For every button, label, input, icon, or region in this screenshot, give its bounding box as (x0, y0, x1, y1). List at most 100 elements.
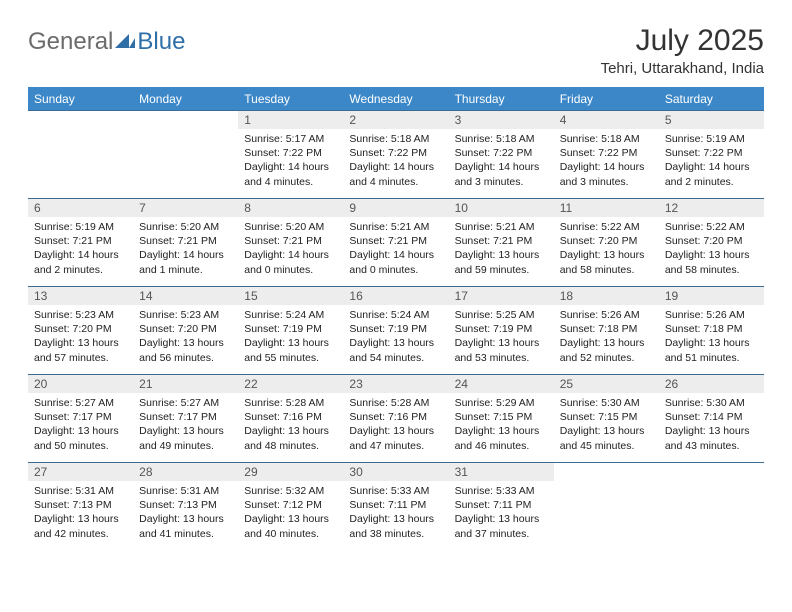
daylight-text: Daylight: 13 hours and 38 minutes. (349, 512, 442, 540)
sunrise-text: Sunrise: 5:22 AM (665, 220, 758, 234)
day-number: 7 (133, 199, 238, 217)
sunrise-text: Sunrise: 5:27 AM (139, 396, 232, 410)
sunrise-text: Sunrise: 5:31 AM (139, 484, 232, 498)
sunrise-text: Sunrise: 5:19 AM (665, 132, 758, 146)
calendar-day-cell (554, 463, 659, 551)
day-info: Sunrise: 5:24 AMSunset: 7:19 PMDaylight:… (238, 305, 343, 369)
calendar-day-cell: 22Sunrise: 5:28 AMSunset: 7:16 PMDayligh… (238, 375, 343, 463)
day-info: Sunrise: 5:33 AMSunset: 7:11 PMDaylight:… (449, 481, 554, 545)
sunset-text: Sunset: 7:17 PM (139, 410, 232, 424)
logo: General Blue (28, 24, 185, 56)
sunset-text: Sunset: 7:11 PM (455, 498, 548, 512)
calendar-day-cell: 19Sunrise: 5:26 AMSunset: 7:18 PMDayligh… (659, 287, 764, 375)
sunrise-text: Sunrise: 5:27 AM (34, 396, 127, 410)
sunset-text: Sunset: 7:21 PM (34, 234, 127, 248)
daylight-text: Daylight: 14 hours and 4 minutes. (349, 160, 442, 188)
daylight-text: Daylight: 14 hours and 2 minutes. (665, 160, 758, 188)
day-number: 5 (659, 111, 764, 129)
calendar-day-cell: 21Sunrise: 5:27 AMSunset: 7:17 PMDayligh… (133, 375, 238, 463)
sunset-text: Sunset: 7:21 PM (139, 234, 232, 248)
day-number: 31 (449, 463, 554, 481)
calendar-day-cell: 1Sunrise: 5:17 AMSunset: 7:22 PMDaylight… (238, 111, 343, 199)
daylight-text: Daylight: 13 hours and 54 minutes. (349, 336, 442, 364)
title-block: July 2025 Tehri, Uttarakhand, India (601, 24, 764, 77)
calendar-day-cell: 10Sunrise: 5:21 AMSunset: 7:21 PMDayligh… (449, 199, 554, 287)
day-info: Sunrise: 5:23 AMSunset: 7:20 PMDaylight:… (133, 305, 238, 369)
calendar-day-cell: 3Sunrise: 5:18 AMSunset: 7:22 PMDaylight… (449, 111, 554, 199)
calendar-day-cell: 9Sunrise: 5:21 AMSunset: 7:21 PMDaylight… (343, 199, 448, 287)
sunrise-text: Sunrise: 5:32 AM (244, 484, 337, 498)
daylight-text: Daylight: 14 hours and 1 minute. (139, 248, 232, 276)
daylight-text: Daylight: 14 hours and 4 minutes. (244, 160, 337, 188)
sunrise-text: Sunrise: 5:33 AM (455, 484, 548, 498)
day-info: Sunrise: 5:22 AMSunset: 7:20 PMDaylight:… (659, 217, 764, 281)
weekday-header: Monday (133, 88, 238, 111)
day-number: 20 (28, 375, 133, 393)
day-info: Sunrise: 5:26 AMSunset: 7:18 PMDaylight:… (659, 305, 764, 369)
daylight-text: Daylight: 13 hours and 37 minutes. (455, 512, 548, 540)
day-info: Sunrise: 5:26 AMSunset: 7:18 PMDaylight:… (554, 305, 659, 369)
daylight-text: Daylight: 13 hours and 49 minutes. (139, 424, 232, 452)
calendar-day-cell: 31Sunrise: 5:33 AMSunset: 7:11 PMDayligh… (449, 463, 554, 551)
day-info: Sunrise: 5:28 AMSunset: 7:16 PMDaylight:… (238, 393, 343, 457)
day-number (659, 463, 764, 467)
daylight-text: Daylight: 13 hours and 41 minutes. (139, 512, 232, 540)
sunset-text: Sunset: 7:11 PM (349, 498, 442, 512)
sunset-text: Sunset: 7:18 PM (560, 322, 653, 336)
daylight-text: Daylight: 13 hours and 59 minutes. (455, 248, 548, 276)
daylight-text: Daylight: 14 hours and 2 minutes. (34, 248, 127, 276)
day-number: 24 (449, 375, 554, 393)
calendar-day-cell: 16Sunrise: 5:24 AMSunset: 7:19 PMDayligh… (343, 287, 448, 375)
sunrise-text: Sunrise: 5:20 AM (139, 220, 232, 234)
day-info: Sunrise: 5:18 AMSunset: 7:22 PMDaylight:… (449, 129, 554, 193)
sunrise-text: Sunrise: 5:30 AM (665, 396, 758, 410)
daylight-text: Daylight: 13 hours and 58 minutes. (665, 248, 758, 276)
calendar-day-cell: 26Sunrise: 5:30 AMSunset: 7:14 PMDayligh… (659, 375, 764, 463)
header: General Blue July 2025 Tehri, Uttarakhan… (28, 24, 764, 77)
sunrise-text: Sunrise: 5:18 AM (455, 132, 548, 146)
day-info: Sunrise: 5:24 AMSunset: 7:19 PMDaylight:… (343, 305, 448, 369)
calendar-day-cell: 15Sunrise: 5:24 AMSunset: 7:19 PMDayligh… (238, 287, 343, 375)
sunrise-text: Sunrise: 5:26 AM (560, 308, 653, 322)
calendar-day-cell: 8Sunrise: 5:20 AMSunset: 7:21 PMDaylight… (238, 199, 343, 287)
calendar-day-cell: 23Sunrise: 5:28 AMSunset: 7:16 PMDayligh… (343, 375, 448, 463)
day-number: 16 (343, 287, 448, 305)
calendar-table: Sunday Monday Tuesday Wednesday Thursday… (28, 87, 764, 551)
calendar-day-cell (659, 463, 764, 551)
day-number: 29 (238, 463, 343, 481)
calendar-day-cell: 29Sunrise: 5:32 AMSunset: 7:12 PMDayligh… (238, 463, 343, 551)
daylight-text: Daylight: 13 hours and 40 minutes. (244, 512, 337, 540)
day-number: 2 (343, 111, 448, 129)
sunrise-text: Sunrise: 5:18 AM (560, 132, 653, 146)
sunset-text: Sunset: 7:21 PM (455, 234, 548, 248)
calendar-day-cell: 6Sunrise: 5:19 AMSunset: 7:21 PMDaylight… (28, 199, 133, 287)
calendar-day-cell: 28Sunrise: 5:31 AMSunset: 7:13 PMDayligh… (133, 463, 238, 551)
daylight-text: Daylight: 14 hours and 0 minutes. (349, 248, 442, 276)
daylight-text: Daylight: 13 hours and 46 minutes. (455, 424, 548, 452)
day-info: Sunrise: 5:21 AMSunset: 7:21 PMDaylight:… (449, 217, 554, 281)
calendar-week-row: 1Sunrise: 5:17 AMSunset: 7:22 PMDaylight… (28, 111, 764, 199)
day-number: 19 (659, 287, 764, 305)
day-number: 15 (238, 287, 343, 305)
logo-text-blue: Blue (137, 28, 185, 56)
calendar-day-cell: 18Sunrise: 5:26 AMSunset: 7:18 PMDayligh… (554, 287, 659, 375)
daylight-text: Daylight: 13 hours and 55 minutes. (244, 336, 337, 364)
sunrise-text: Sunrise: 5:21 AM (349, 220, 442, 234)
calendar-body: 1Sunrise: 5:17 AMSunset: 7:22 PMDaylight… (28, 111, 764, 551)
sunset-text: Sunset: 7:17 PM (34, 410, 127, 424)
day-number: 14 (133, 287, 238, 305)
weekday-header: Sunday (28, 88, 133, 111)
daylight-text: Daylight: 13 hours and 57 minutes. (34, 336, 127, 364)
calendar-day-cell: 30Sunrise: 5:33 AMSunset: 7:11 PMDayligh… (343, 463, 448, 551)
sunset-text: Sunset: 7:19 PM (455, 322, 548, 336)
sunset-text: Sunset: 7:22 PM (349, 146, 442, 160)
sunrise-text: Sunrise: 5:29 AM (455, 396, 548, 410)
day-info: Sunrise: 5:21 AMSunset: 7:21 PMDaylight:… (343, 217, 448, 281)
sunrise-text: Sunrise: 5:17 AM (244, 132, 337, 146)
day-info: Sunrise: 5:32 AMSunset: 7:12 PMDaylight:… (238, 481, 343, 545)
daylight-text: Daylight: 13 hours and 52 minutes. (560, 336, 653, 364)
day-number: 27 (28, 463, 133, 481)
day-info: Sunrise: 5:22 AMSunset: 7:20 PMDaylight:… (554, 217, 659, 281)
calendar-day-cell: 24Sunrise: 5:29 AMSunset: 7:15 PMDayligh… (449, 375, 554, 463)
day-number: 4 (554, 111, 659, 129)
